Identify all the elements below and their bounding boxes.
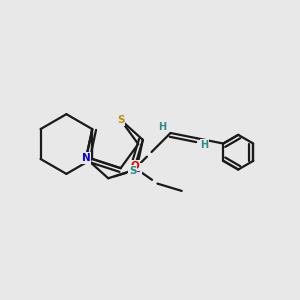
Text: N: N (82, 153, 90, 163)
Text: N: N (132, 164, 141, 174)
Text: S: S (117, 115, 124, 125)
Text: S: S (129, 166, 136, 176)
Text: H: H (158, 122, 166, 132)
Text: H: H (200, 140, 208, 150)
Text: O: O (131, 160, 140, 171)
